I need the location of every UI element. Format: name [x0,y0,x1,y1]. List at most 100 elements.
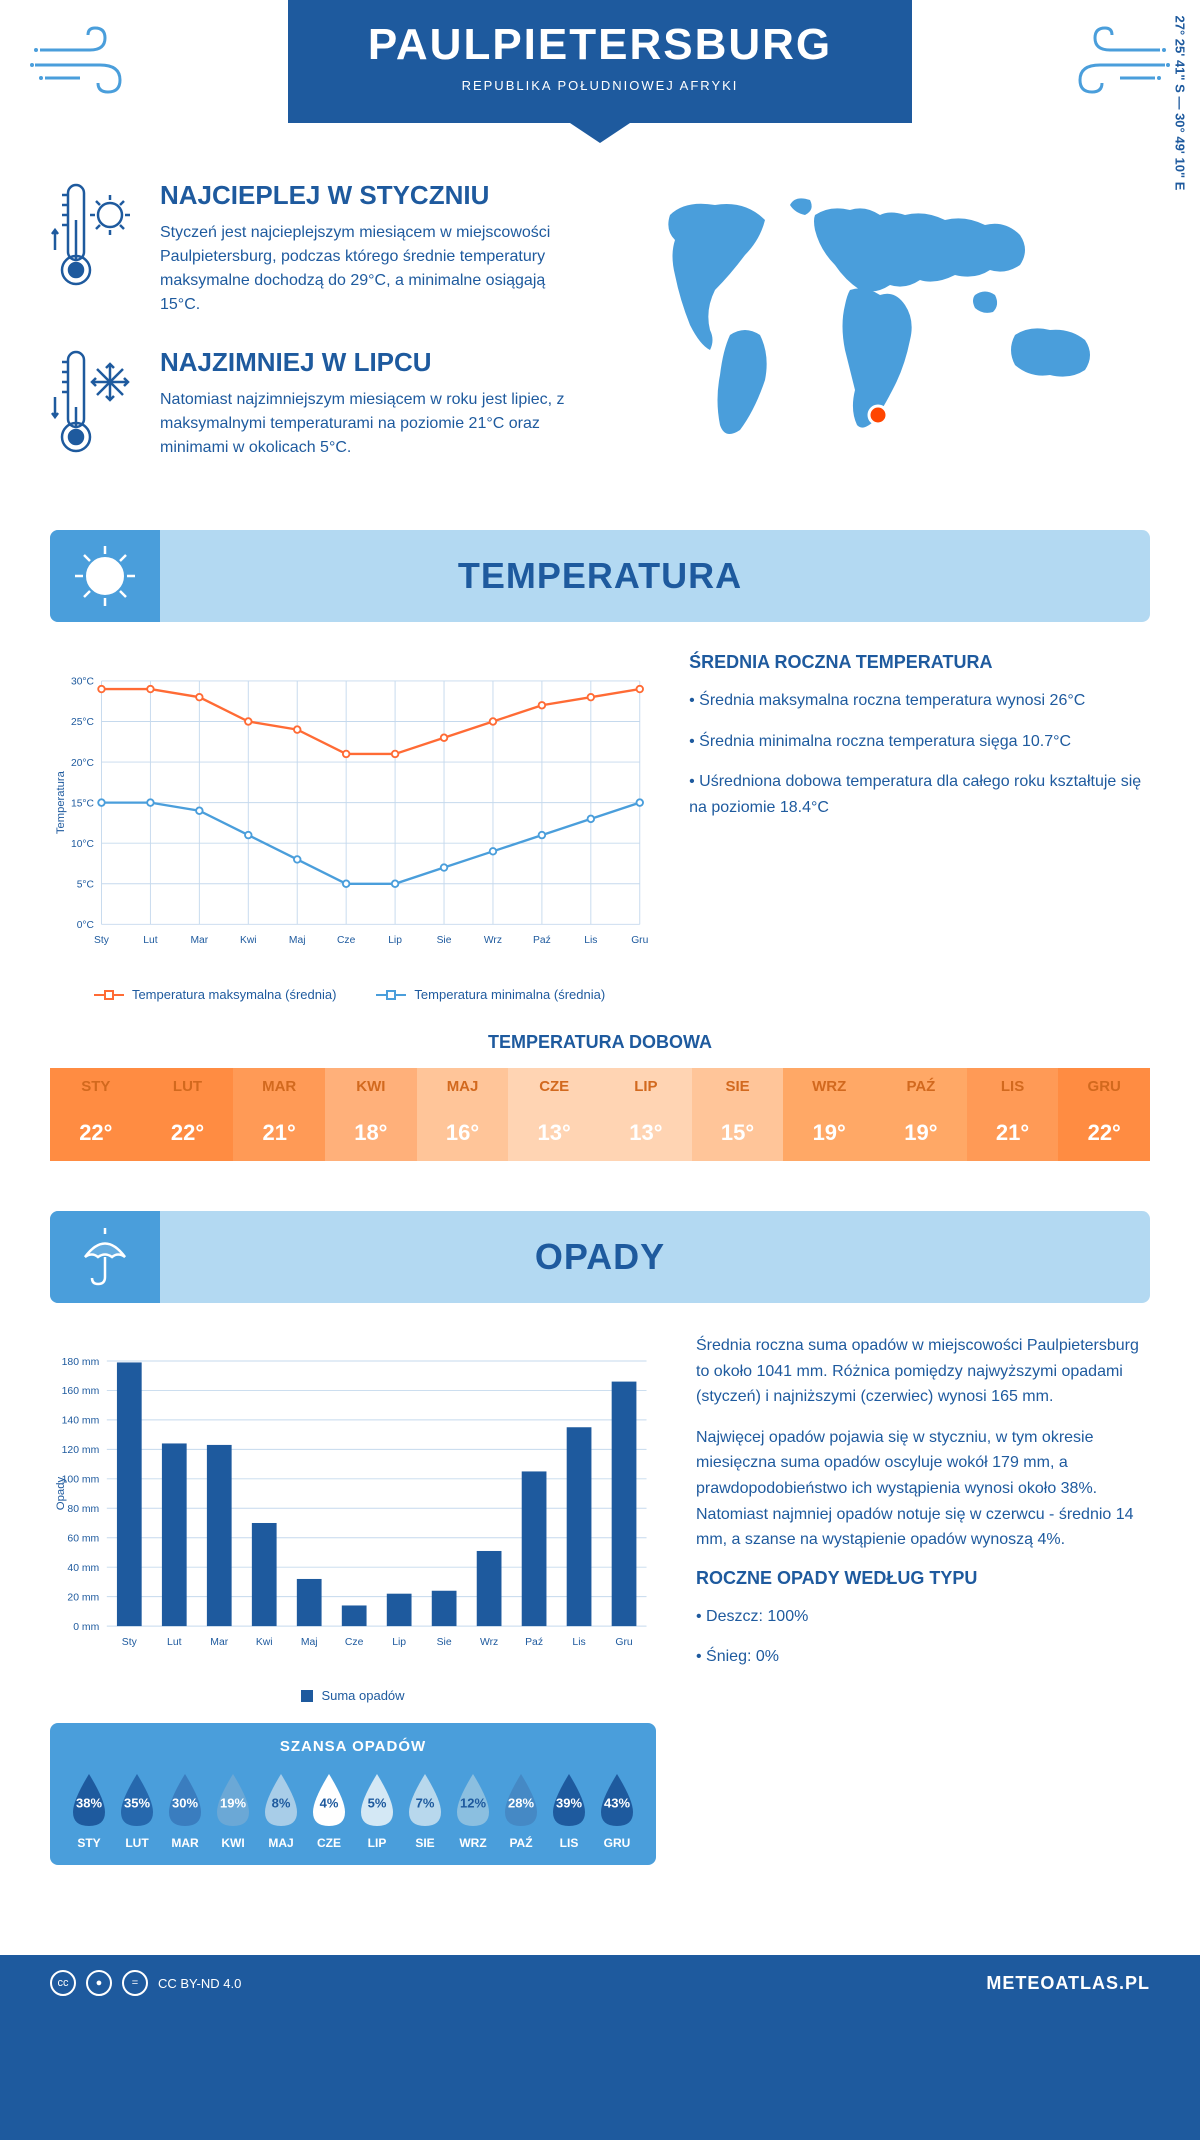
drop-icon: 7% [401,1770,449,1830]
drop-item: 39% LIS [545,1770,593,1850]
drop-month: KWI [209,1836,257,1850]
daily-temp-table: STY22°LUT22°MAR21°KWI18°MAJ16°CZE13°LIP1… [50,1068,1150,1161]
hot-heading: NAJCIEPLEJ W STYCZNIU [160,180,580,211]
drop-pct: 28% [508,1796,534,1811]
nd-icon: = [122,1970,148,1996]
svg-text:Lis: Lis [572,1637,585,1648]
temp-value-label: 21° [967,1105,1059,1161]
temp-cell: CZE13° [508,1068,600,1161]
temp-cell: GRU22° [1058,1068,1150,1161]
hot-description: Styczeń jest najcieplejszym miesiącem w … [160,221,580,317]
drop-pct: 7% [416,1796,435,1811]
temp-cell: WRZ19° [783,1068,875,1161]
header-banner: PAULPIETERSBURG REPUBLIKA POŁUDNIOWEJ AF… [288,0,912,123]
svg-text:140 mm: 140 mm [62,1416,100,1427]
temp-cell: LIS21° [967,1068,1059,1161]
drop-pct: 19% [220,1796,246,1811]
svg-text:Sie: Sie [437,1637,452,1648]
svg-text:100 mm: 100 mm [62,1475,100,1486]
drop-pct: 5% [368,1796,387,1811]
svg-text:20°C: 20°C [71,758,95,769]
temp-month-label: WRZ [783,1068,875,1105]
temp-value-label: 16° [417,1105,509,1161]
temp-bullet: • Średnia maksymalna roczna temperatura … [689,688,1150,714]
drop-month: PAŹ [497,1836,545,1850]
drop-pct: 30% [172,1796,198,1811]
precipitation-section-header: OPADY [50,1211,1150,1303]
drop-icon: 35% [113,1770,161,1830]
svg-text:5°C: 5°C [77,880,95,891]
temp-month-label: LIS [967,1068,1059,1105]
temp-value-label: 18° [325,1105,417,1161]
svg-text:Sty: Sty [122,1637,138,1648]
drop-month: MAR [161,1836,209,1850]
temp-value-label: 22° [142,1105,234,1161]
svg-text:Wrz: Wrz [480,1637,498,1648]
svg-text:Lip: Lip [388,935,402,946]
svg-text:Kwi: Kwi [240,935,257,946]
drop-pct: 39% [556,1796,582,1811]
precip-type-bullet: • Śnieg: 0% [696,1644,1150,1670]
footer: cc ● = CC BY-ND 4.0 METEOATLAS.PL [0,1955,1200,2011]
daily-temp-title: TEMPERATURA DOBOWA [50,1032,1150,1053]
svg-text:Cze: Cze [337,935,356,946]
legend-max: .legend-item:nth-child(1) .legend-swatch… [94,987,336,1002]
rain-chance-title: SZANSA OPADÓW [65,1738,641,1755]
hot-block: NAJCIEPLEJ W STYCZNIU Styczeń jest najci… [50,180,580,317]
intro-section: NAJCIEPLEJ W STYCZNIU Styczeń jest najci… [50,180,1150,490]
temp-month-label: LUT [142,1068,234,1105]
temp-month-label: STY [50,1068,142,1105]
svg-text:15°C: 15°C [71,798,95,809]
temp-cell: MAJ16° [417,1068,509,1161]
svg-text:Gru: Gru [631,935,648,946]
drop-icon: 5% [353,1770,401,1830]
precip-type-bullets: • Deszcz: 100%• Śnieg: 0% [696,1604,1150,1670]
svg-text:Mar: Mar [210,1637,228,1648]
svg-text:Kwi: Kwi [256,1637,273,1648]
hot-text: NAJCIEPLEJ W STYCZNIU Styczeń jest najci… [160,180,580,317]
drop-month: WRZ [449,1836,497,1850]
drop-month: MAJ [257,1836,305,1850]
temperature-title: TEMPERATURA [75,555,1125,597]
precipitation-info: Średnia roczna suma opadów w miejscowośc… [696,1333,1150,1865]
drop-pct: 8% [272,1796,291,1811]
cc-icon: cc [50,1970,76,1996]
temperature-info: ŚREDNIA ROCZNA TEMPERATURA • Średnia mak… [689,652,1150,1002]
svg-text:0 mm: 0 mm [73,1622,99,1633]
drop-month: CZE [305,1836,353,1850]
drop-pct: 43% [604,1796,630,1811]
temp-month-label: KWI [325,1068,417,1105]
drop-item: 30% MAR [161,1770,209,1850]
sun-icon [50,530,160,622]
drop-icon: 30% [161,1770,209,1830]
drop-item: 7% SIE [401,1770,449,1850]
by-icon: ● [86,1970,112,1996]
svg-text:25°C: 25°C [71,717,95,728]
precip-p1: Średnia roczna suma opadów w miejscowośc… [696,1333,1150,1410]
temp-month-label: LIP [600,1068,692,1105]
drop-item: 19% KWI [209,1770,257,1850]
svg-text:0°C: 0°C [77,920,95,931]
cold-block: NAJZIMNIEJ W LIPCU Natomiast najzimniejs… [50,347,580,460]
temp-month-label: SIE [692,1068,784,1105]
site-label: METEOATLAS.PL [986,1973,1150,1994]
drop-icon: 8% [257,1770,305,1830]
temp-month-label: CZE [508,1068,600,1105]
temp-value-label: 13° [508,1105,600,1161]
svg-text:Lut: Lut [167,1637,182,1648]
temp-value-label: 15° [692,1105,784,1161]
temp-bullet: • Uśredniona dobowa temperatura dla całe… [689,769,1150,820]
drop-icon: 19% [209,1770,257,1830]
intro-right: KWAZULU-NATAL 27° 25' 41" S — 30° 49' 10… [620,180,1150,490]
svg-text:Cze: Cze [345,1637,364,1648]
drop-month: LIS [545,1836,593,1850]
temp-value-label: 13° [600,1105,692,1161]
page-subtitle: REPUBLIKA POŁUDNIOWEJ AFRYKI [368,78,832,93]
drop-icon: 12% [449,1770,497,1830]
legend-precip-label: Suma opadów [321,1688,404,1703]
drop-item: 12% WRZ [449,1770,497,1850]
temp-cell: LUT22° [142,1068,234,1161]
temp-cell: PAŹ19° [875,1068,967,1161]
temperature-legend: .legend-item:nth-child(1) .legend-swatch… [50,987,649,1002]
svg-text:Paź: Paź [533,935,551,946]
